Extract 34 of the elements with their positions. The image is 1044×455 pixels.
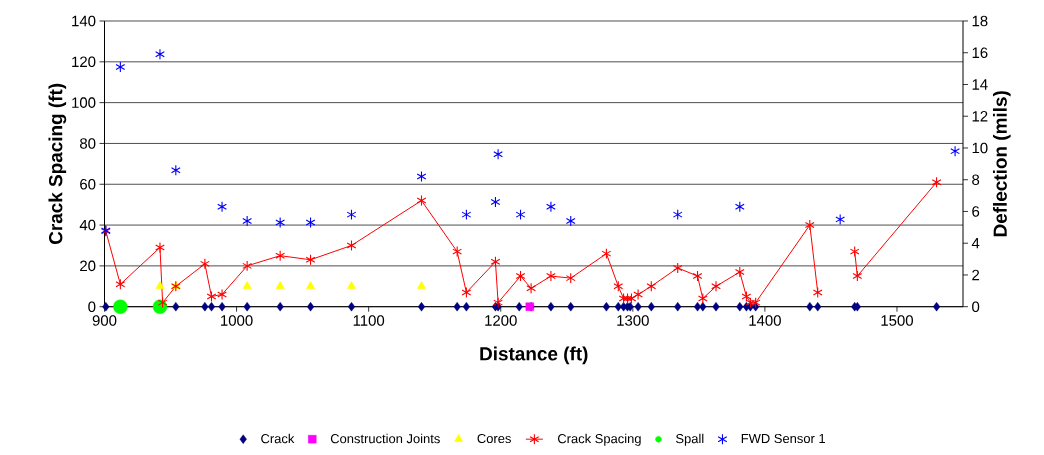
legend-label: Crack Spacing bbox=[557, 433, 641, 446]
y-tick-label: 40 bbox=[79, 219, 96, 231]
y2-tick-label: 4 bbox=[971, 238, 980, 249]
legend-label: Cores bbox=[477, 433, 511, 444]
y2-tick-label: 8 bbox=[972, 174, 980, 186]
x-tick-label: 1100 bbox=[353, 315, 385, 326]
x-tick-label: 1300 bbox=[617, 315, 649, 326]
legend-label: Spall bbox=[676, 433, 704, 446]
legend-label: FWD Sensor 1 bbox=[741, 433, 826, 444]
y2-tick-label: 14 bbox=[972, 79, 988, 90]
x-tick-label: 1200 bbox=[485, 315, 517, 326]
y-axis-title: Crack Spacing (ft) bbox=[48, 83, 67, 245]
y2-tick-label: 0 bbox=[972, 301, 980, 312]
y2-tick-label: 18 bbox=[972, 15, 988, 27]
y-tick-label: 100 bbox=[72, 97, 96, 108]
y2-tick-label: 10 bbox=[972, 142, 988, 154]
y-tick-label: 20 bbox=[80, 260, 96, 272]
x-tick-label: 1000 bbox=[221, 315, 253, 326]
y2-tick-label: 12 bbox=[972, 111, 988, 122]
y-tick-label: 80 bbox=[80, 138, 96, 149]
legend-label: Construction Joints bbox=[330, 433, 440, 444]
y2-axis-title: Deflection (mils) bbox=[992, 91, 1011, 237]
y-tick-label: 0 bbox=[88, 301, 96, 312]
y-tick-label: 60 bbox=[80, 178, 96, 190]
y2-tick-label: 6 bbox=[972, 206, 980, 217]
y-tick-label: 140 bbox=[72, 15, 96, 27]
legend-label: Crack bbox=[261, 433, 295, 444]
x-tick-label: 1400 bbox=[749, 315, 781, 326]
x-tick-label: 1500 bbox=[881, 315, 913, 326]
y2-tick-label: 2 bbox=[972, 269, 980, 281]
y-tick-label: 120 bbox=[72, 56, 96, 68]
x-tick-label: 900 bbox=[92, 315, 117, 326]
x-axis-title: Distance (ft) bbox=[480, 346, 588, 365]
y2-tick-label: 16 bbox=[972, 47, 988, 59]
